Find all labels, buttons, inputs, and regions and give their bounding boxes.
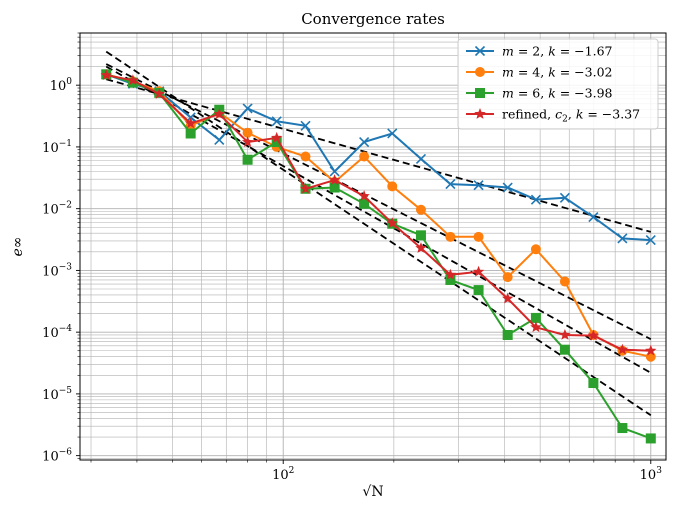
data-point xyxy=(530,321,542,333)
legend-label: m = 4, k = −3.02 xyxy=(502,65,613,80)
data-point xyxy=(502,272,513,283)
data-point xyxy=(387,128,398,139)
y-tick-label: 10−1 xyxy=(42,139,72,156)
x-axis-label: √N xyxy=(362,484,383,500)
legend-item: m = 2, k = −1.67 xyxy=(466,44,613,59)
data-point xyxy=(359,136,370,148)
data-point xyxy=(329,182,340,193)
legend-item: m = 6, k = −3.98 xyxy=(466,86,613,101)
y-tick-label: 10−6 xyxy=(42,448,72,465)
data-point xyxy=(502,292,514,304)
data-point xyxy=(359,151,370,162)
legend: m = 2, k = −1.67 m = 4, k = −3.02 m = 6, k… xyxy=(457,38,659,130)
data-point xyxy=(100,69,112,81)
data-point xyxy=(444,268,457,280)
data-point xyxy=(242,103,253,114)
data-point xyxy=(617,423,628,434)
data-point xyxy=(271,131,283,143)
data-point xyxy=(242,154,253,165)
legend-swatch-marker xyxy=(474,108,486,119)
legend-item: refined, c2, k = −3.37 xyxy=(466,107,640,125)
data-point xyxy=(300,120,311,131)
data-point xyxy=(559,344,570,355)
data-point xyxy=(386,217,398,229)
data-point xyxy=(645,235,656,246)
legend-swatch-marker xyxy=(474,45,486,57)
data-point xyxy=(241,136,254,147)
legend-box xyxy=(457,38,659,130)
y-axis-label: e∞ xyxy=(10,237,26,257)
data-point xyxy=(588,212,599,223)
data-point xyxy=(559,276,570,287)
plot-frame xyxy=(79,32,667,461)
data-point xyxy=(329,166,340,177)
data-point xyxy=(300,151,311,162)
data-point xyxy=(587,329,600,341)
legend-label: m = 2, k = −1.67 xyxy=(502,44,613,59)
chart-title: Convergence rates xyxy=(301,10,445,28)
legend-label: refined, c2, k = −3.37 xyxy=(502,107,640,125)
data-point xyxy=(415,242,427,253)
data-point xyxy=(502,182,513,193)
data-point xyxy=(328,174,341,185)
data-point xyxy=(645,433,656,444)
data-point xyxy=(616,343,629,355)
legend-label: m = 6, k = −3.98 xyxy=(502,86,613,101)
data-point xyxy=(271,116,282,127)
data-point xyxy=(387,181,398,192)
data-point xyxy=(530,312,541,323)
y-tick-label: 100 xyxy=(50,77,73,94)
fit-line xyxy=(105,50,652,417)
series-line xyxy=(105,73,652,358)
x-tick-label: 102 xyxy=(272,466,294,483)
data-point xyxy=(185,128,196,139)
data-point xyxy=(530,244,541,255)
data-point xyxy=(242,127,253,138)
y-tick-label: 10−3 xyxy=(42,262,72,279)
data-point xyxy=(153,88,165,99)
legend-swatch-marker xyxy=(475,88,485,98)
data-point xyxy=(358,190,370,201)
series-4 xyxy=(100,69,657,356)
fit-line xyxy=(105,63,652,340)
y-tick-label: 10−5 xyxy=(42,386,72,403)
data-point xyxy=(559,329,571,340)
data-point xyxy=(617,233,628,244)
data-point xyxy=(299,182,312,194)
data-point xyxy=(415,230,426,241)
data-point xyxy=(502,329,513,340)
x-tick-label: 103 xyxy=(640,466,663,483)
data-point xyxy=(473,231,484,242)
data-point xyxy=(415,153,427,164)
data-point xyxy=(415,204,426,215)
data-point xyxy=(213,108,225,119)
series-lines xyxy=(100,69,657,444)
data-point xyxy=(445,231,456,242)
data-point xyxy=(445,274,456,285)
data-point xyxy=(214,134,225,145)
y-tick-label: 10−2 xyxy=(42,201,72,218)
data-point xyxy=(472,265,485,277)
data-point xyxy=(359,198,370,209)
data-point xyxy=(588,378,599,389)
data-point xyxy=(473,285,484,296)
data-point xyxy=(530,194,541,205)
fit-lines xyxy=(105,50,652,417)
data-point xyxy=(445,179,456,190)
data-point xyxy=(184,117,197,129)
data-point xyxy=(127,74,139,86)
y-tick-label: 10−4 xyxy=(42,324,72,341)
fit-line xyxy=(105,78,652,233)
data-point xyxy=(473,180,484,191)
legend-item: m = 4, k = −3.02 xyxy=(466,65,613,80)
data-point xyxy=(645,344,657,356)
legend-swatch-marker xyxy=(475,67,485,77)
data-point xyxy=(559,192,570,203)
data-point xyxy=(271,137,282,148)
fit-line xyxy=(105,65,652,374)
